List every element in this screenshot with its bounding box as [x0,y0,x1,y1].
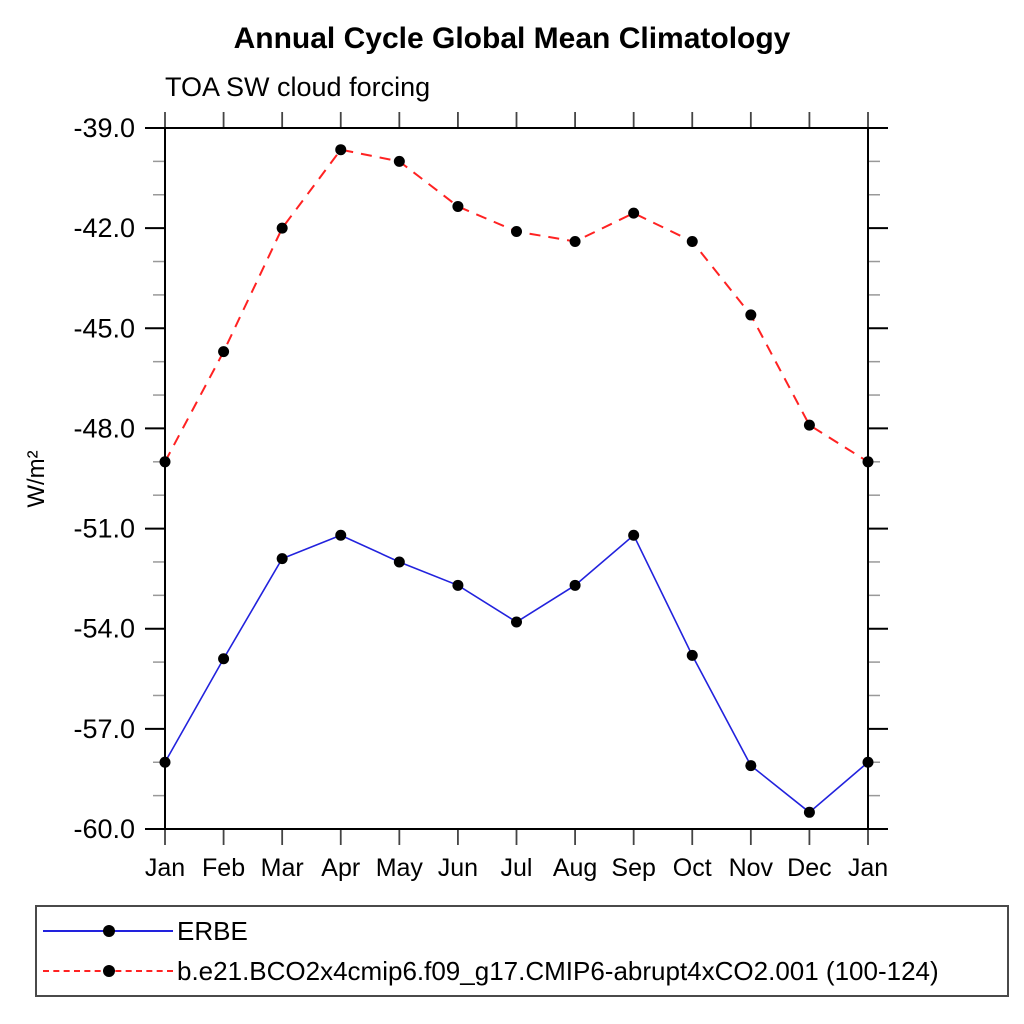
x-tick-label: Jan [848,854,888,882]
x-tick-label: Sep [611,854,655,882]
model-data-point [393,155,405,167]
model-data-point [276,222,288,234]
erbe-data-point [452,579,464,591]
axes-frame [164,127,869,830]
model-data-point [511,225,522,237]
model-data-point [803,419,815,431]
erbe-data-point [335,529,347,541]
erbe-data-point [628,529,640,541]
x-tick-label: Apr [321,854,360,882]
legend: ERBE b.e21.BCO2x4cmip6.f09_g17.CMIP6-abr… [35,905,1009,997]
erbe-data-point [569,579,581,591]
erbe-data-point [393,556,405,568]
y-tick-label: -45.0 [73,313,135,343]
erbe-data-point [686,649,698,661]
model-data-point [159,456,171,468]
chart-subtitle: TOA SW cloud forcing [165,72,431,102]
x-tick-label: Jun [438,854,478,882]
erbe-data-point [511,616,522,628]
x-tick-label: Jan [145,854,185,882]
legend-marker-dot [103,965,115,977]
erbe-data-point [862,756,874,768]
x-tick-label: May [376,854,424,882]
model-data-point [335,144,347,156]
y-tick-label: -60.0 [73,814,135,844]
erbe-data-point [218,653,230,665]
model-data-point [686,235,698,247]
y-tick-label: -48.0 [73,413,135,443]
y-tick-label: -57.0 [73,714,135,744]
legend-marker-dot [103,925,115,937]
erbe-data-point [276,553,288,565]
x-tick-label: Feb [202,854,245,882]
x-tick-label: Dec [787,854,831,882]
erbe-data-point [803,806,815,818]
y-tick-label: -51.0 [73,514,135,544]
x-tick-label: Jul [501,854,533,882]
model-data-point [862,456,874,468]
legend-entry-model: b.e21.BCO2x4cmip6.f09_g17.CMIP6-abrupt4x… [43,952,1001,990]
chart-title: Annual Cycle Global Mean Climatology [233,22,791,55]
y-tick-label: -42.0 [73,213,135,243]
model-data-point [628,207,640,219]
legend-label-erbe: ERBE [177,915,248,946]
y-tick-label: -39.0 [73,113,135,143]
legend-label-model: b.e21.BCO2x4cmip6.f09_g17.CMIP6-abrupt4x… [177,955,939,986]
model-data-point [452,200,464,212]
model-data-point [745,309,757,321]
erbe-data-point [159,756,171,768]
erbe-series-line [164,533,869,814]
x-tick-label: Aug [553,854,597,882]
model-data-point [218,346,230,358]
erbe-data-point [745,760,757,772]
model-series-line [164,148,869,463]
x-tick-label: Oct [673,854,712,882]
y-tick-label: -54.0 [73,614,135,644]
x-tick-label: Nov [729,854,774,882]
legend-entry-erbe: ERBE [43,912,1001,950]
model-data-point [569,235,581,247]
x-tick-label: Mar [261,854,304,882]
